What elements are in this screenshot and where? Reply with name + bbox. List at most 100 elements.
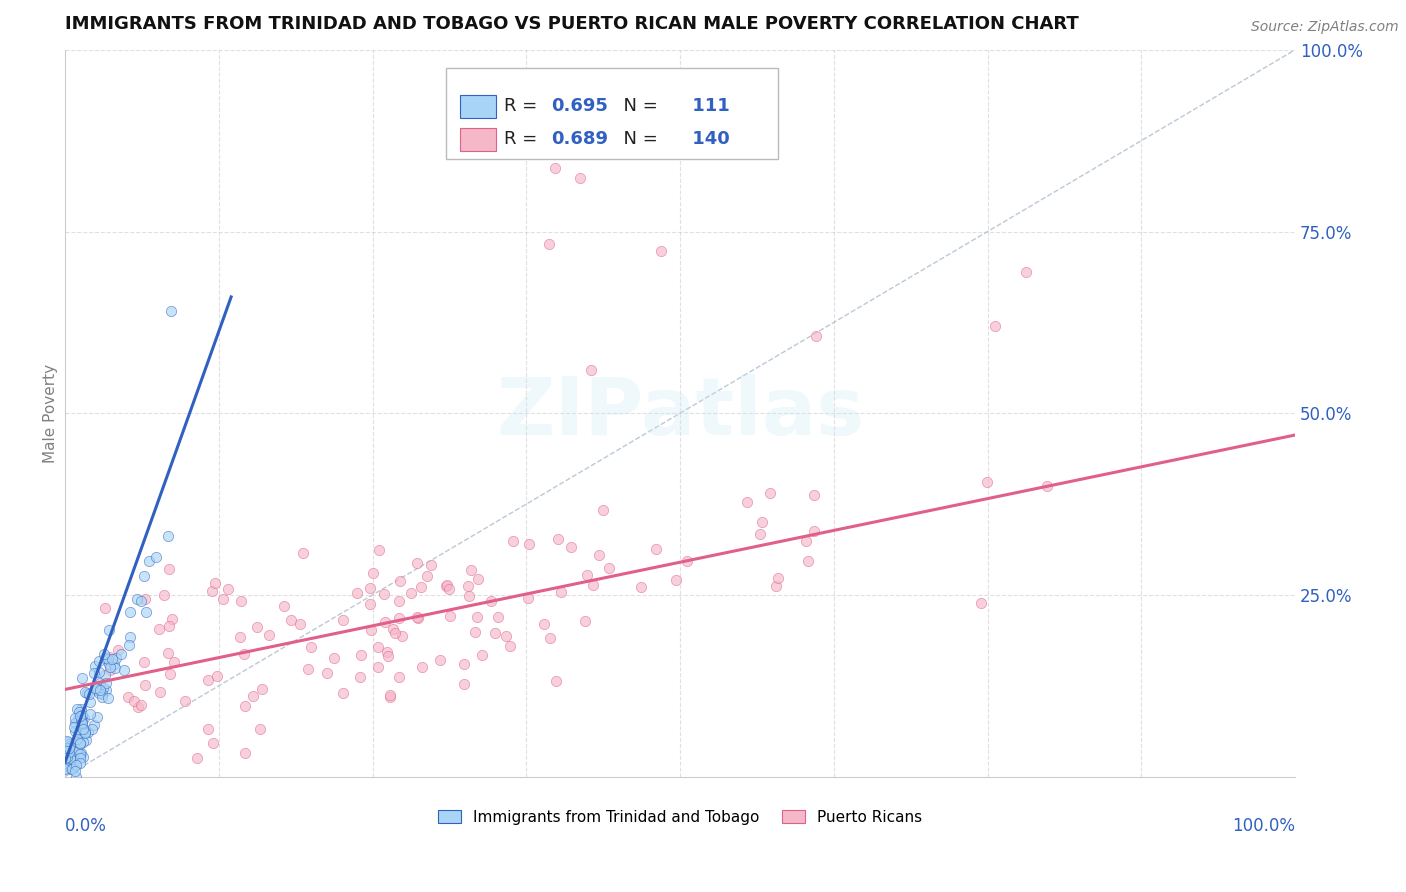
Point bbox=[598, 560, 620, 574]
Point bbox=[55, 745, 77, 759]
Point bbox=[65, 715, 87, 730]
Text: ZIPatlas: ZIPatlas bbox=[496, 375, 865, 452]
Point bbox=[86, 710, 108, 724]
Point bbox=[66, 735, 89, 749]
Point bbox=[630, 580, 652, 594]
Point bbox=[89, 665, 111, 680]
FancyBboxPatch shape bbox=[460, 128, 495, 151]
Point bbox=[471, 648, 494, 662]
Point bbox=[984, 319, 1007, 334]
Point bbox=[273, 599, 295, 614]
Point bbox=[399, 586, 422, 600]
Text: R =: R = bbox=[505, 130, 543, 148]
Point bbox=[79, 707, 101, 722]
Point bbox=[434, 579, 457, 593]
Point bbox=[415, 568, 437, 582]
Point bbox=[676, 554, 699, 568]
Point bbox=[582, 578, 605, 592]
FancyBboxPatch shape bbox=[446, 68, 779, 159]
Point bbox=[75, 723, 97, 738]
Point bbox=[79, 687, 101, 701]
Point bbox=[479, 593, 502, 607]
Point bbox=[205, 669, 228, 683]
Point bbox=[76, 686, 98, 700]
Point bbox=[89, 654, 111, 668]
Point bbox=[84, 681, 107, 695]
Point bbox=[803, 524, 825, 538]
Point bbox=[127, 591, 149, 606]
Point bbox=[56, 733, 79, 747]
Point bbox=[72, 723, 94, 737]
Point bbox=[299, 640, 322, 655]
Point bbox=[70, 715, 93, 730]
Point bbox=[69, 751, 91, 765]
Point bbox=[229, 593, 252, 607]
Point bbox=[458, 589, 481, 603]
Point bbox=[533, 616, 555, 631]
Point bbox=[377, 648, 399, 663]
Point bbox=[97, 623, 120, 637]
Point bbox=[186, 751, 208, 765]
Point bbox=[72, 709, 94, 723]
Point bbox=[72, 721, 94, 735]
Point bbox=[766, 571, 789, 585]
Point bbox=[82, 723, 104, 737]
Point bbox=[250, 682, 273, 697]
Point bbox=[546, 673, 568, 688]
Point bbox=[163, 655, 186, 669]
Point bbox=[93, 667, 115, 681]
Point bbox=[751, 515, 773, 529]
Point bbox=[120, 630, 142, 644]
Point bbox=[89, 676, 111, 690]
Point bbox=[66, 712, 89, 726]
Point bbox=[83, 665, 105, 680]
Point bbox=[976, 475, 998, 489]
Point bbox=[160, 304, 183, 318]
Point bbox=[56, 759, 79, 773]
Point bbox=[439, 609, 461, 624]
Point bbox=[69, 737, 91, 751]
Point bbox=[460, 563, 482, 577]
Point bbox=[73, 723, 96, 737]
Point bbox=[58, 758, 80, 772]
Point bbox=[420, 558, 443, 572]
Text: N =: N = bbox=[613, 130, 664, 148]
Point bbox=[759, 486, 782, 500]
Point bbox=[484, 626, 506, 640]
Point bbox=[249, 722, 271, 736]
Text: 111: 111 bbox=[686, 97, 730, 115]
Point bbox=[499, 639, 522, 653]
Point bbox=[388, 611, 411, 625]
Point bbox=[201, 736, 224, 750]
Point bbox=[204, 575, 226, 590]
Point bbox=[157, 529, 180, 543]
Point bbox=[197, 722, 219, 736]
Point bbox=[388, 574, 411, 588]
Point bbox=[387, 594, 409, 608]
Point bbox=[100, 659, 122, 673]
Point bbox=[94, 651, 117, 665]
FancyBboxPatch shape bbox=[460, 95, 495, 118]
Point bbox=[84, 681, 107, 695]
Point bbox=[297, 662, 319, 676]
Point bbox=[53, 762, 76, 776]
Point bbox=[457, 579, 479, 593]
Point bbox=[517, 591, 540, 605]
Point bbox=[346, 586, 368, 600]
Point bbox=[60, 736, 83, 750]
Point bbox=[367, 543, 389, 558]
Point bbox=[65, 770, 87, 784]
Point bbox=[560, 540, 582, 554]
Point bbox=[83, 718, 105, 732]
Point bbox=[56, 749, 79, 764]
Point bbox=[380, 688, 402, 702]
Point bbox=[56, 761, 79, 775]
Point bbox=[388, 669, 411, 683]
Point bbox=[544, 161, 567, 175]
Point bbox=[148, 622, 170, 636]
Point bbox=[359, 581, 381, 595]
Point bbox=[257, 628, 280, 642]
Text: IMMIGRANTS FROM TRINIDAD AND TOBAGO VS PUERTO RICAN MALE POVERTY CORRELATION CHA: IMMIGRANTS FROM TRINIDAD AND TOBAGO VS P… bbox=[65, 15, 1078, 33]
Point bbox=[588, 549, 610, 563]
Point bbox=[69, 756, 91, 771]
